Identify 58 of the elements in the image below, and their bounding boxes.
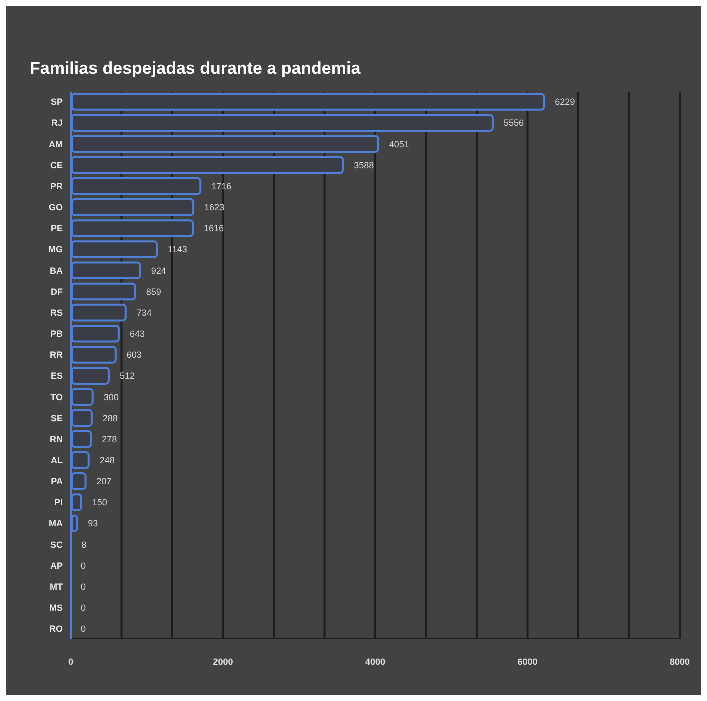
y-tick-label: TO xyxy=(50,392,63,402)
y-tick-label: MG xyxy=(48,244,63,255)
x-tick-label: 8000 xyxy=(670,657,690,667)
data-label: 0 xyxy=(81,624,86,634)
y-tick-label: GO xyxy=(48,202,63,213)
y-tick-label: MA xyxy=(49,518,64,529)
x-tick-label: 0 xyxy=(68,657,74,667)
y-tick-label: PE xyxy=(50,224,63,234)
y-tick-label: AM xyxy=(49,139,63,150)
y-tick-label: PB xyxy=(50,329,64,340)
y-tick-label: SE xyxy=(50,413,63,424)
data-label: 0 xyxy=(81,603,86,614)
y-tick-label: RN xyxy=(50,434,63,444)
y-tick-label: RS xyxy=(50,308,63,318)
data-label: 1143 xyxy=(168,244,188,255)
y-tick-label: MT xyxy=(50,582,64,592)
data-label: 512 xyxy=(120,371,136,382)
y-tick-label: PR xyxy=(50,181,64,192)
y-tick-label: PI xyxy=(54,498,63,508)
data-label: 248 xyxy=(100,456,115,466)
y-tick-label: SC xyxy=(50,540,64,550)
data-label: 1716 xyxy=(212,181,232,192)
x-tick-label: 6000 xyxy=(518,657,538,667)
data-label: 6229 xyxy=(555,97,576,108)
data-label: 1623 xyxy=(204,202,225,213)
data-label: 0 xyxy=(81,560,86,571)
data-label: 1616 xyxy=(204,224,224,234)
data-label: 924 xyxy=(151,266,166,276)
y-tick-label: RJ xyxy=(51,118,63,128)
data-label: 8 xyxy=(82,540,87,550)
y-tick-label: PA xyxy=(51,476,64,487)
chart-title: Familias despejadas durante a pandemia xyxy=(30,59,362,78)
y-tick-label: RR xyxy=(50,350,64,360)
data-label: 288 xyxy=(102,413,118,424)
data-label: 734 xyxy=(136,308,152,318)
data-label: 207 xyxy=(96,476,112,487)
y-tick-label: AP xyxy=(50,560,63,571)
data-label: 859 xyxy=(146,286,162,297)
data-label: 643 xyxy=(130,329,145,340)
data-label: 93 xyxy=(88,518,98,529)
data-label: 278 xyxy=(102,434,118,444)
x-tick-label: 4000 xyxy=(365,657,386,667)
data-label: 4051 xyxy=(389,139,410,150)
y-tick-label: MS xyxy=(50,603,63,614)
data-label: 5556 xyxy=(504,118,524,128)
y-tick-label: RO xyxy=(50,624,63,634)
y-tick-label: SP xyxy=(50,97,63,108)
y-tick-label: BA xyxy=(50,266,64,276)
y-tick-label: ES xyxy=(50,371,63,382)
y-tick-label: AL xyxy=(51,456,64,466)
y-tick-label: DF xyxy=(51,286,64,297)
x-tick-label: 2000 xyxy=(213,657,234,667)
data-label: 603 xyxy=(126,350,142,360)
data-label: 300 xyxy=(104,392,119,402)
data-label: 0 xyxy=(81,582,86,592)
data-label: 150 xyxy=(92,498,108,508)
y-tick-label: CE xyxy=(50,160,63,170)
data-label: 3588 xyxy=(354,160,374,170)
